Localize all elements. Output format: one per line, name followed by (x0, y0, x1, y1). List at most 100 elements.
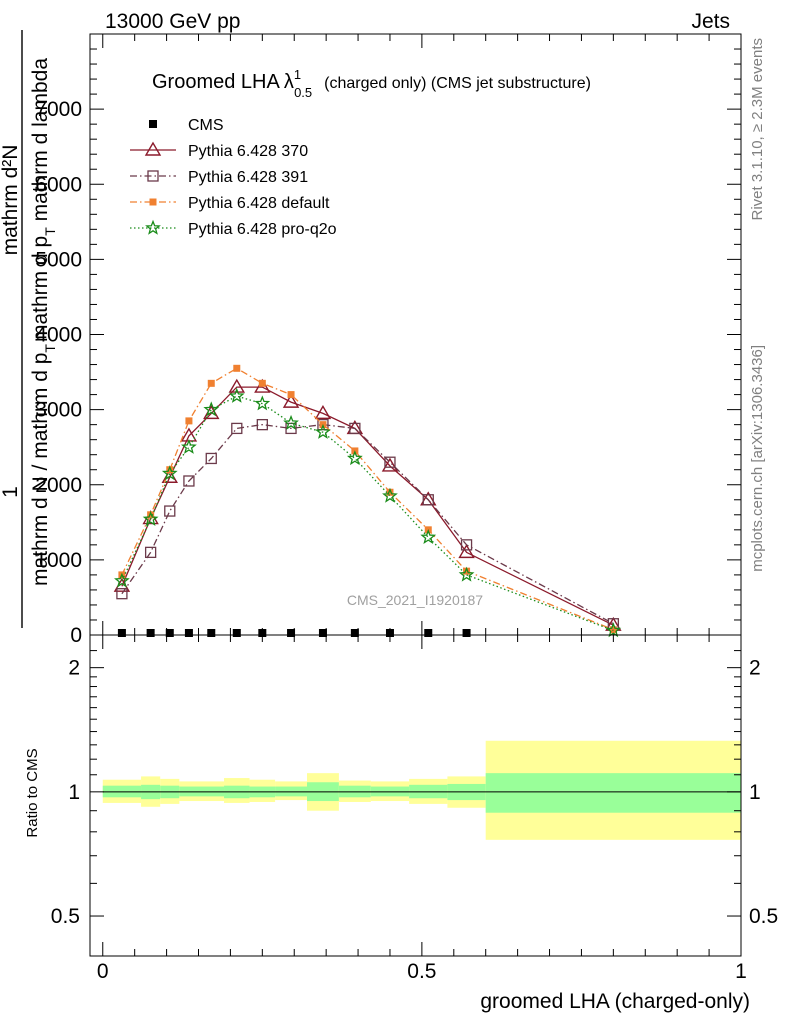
data-point (346, 450, 363, 466)
data-point (317, 418, 329, 431)
ratio-plot-panel: 0.5 0.5 1 1 2 2 0 0.5 1 Ratio to CMS groomed LHA… (24, 634, 778, 1013)
data-point (314, 404, 332, 420)
legend-marker (149, 198, 157, 206)
x-tick-label: 0 (97, 960, 109, 983)
ratio-bands (102, 740, 741, 840)
data-point (462, 629, 471, 637)
y-tick-label: 3000 (35, 399, 82, 422)
series-2 (116, 418, 620, 630)
legend-marker (147, 170, 159, 182)
legend-entry: Pythia 6.428 pro-q2o (130, 219, 337, 238)
legend-marker (145, 219, 161, 235)
ylabel-top: mathrm d²N (0, 145, 22, 256)
x-tick-label: 1 (735, 960, 747, 983)
data-point (165, 629, 174, 637)
data-point (254, 395, 271, 411)
legend-entry: CMS (149, 117, 224, 134)
ratio-y-tick-label-right: 0.5 (749, 905, 778, 928)
data-point (185, 417, 193, 425)
chart-title: Groomed LHA λ1 0.5(charged only) (CMS jet … (152, 67, 591, 100)
data-point (386, 488, 394, 496)
legend-marker (144, 141, 162, 156)
x-axis-label: groomed LHA (charged-only) (480, 990, 750, 1013)
data-point (142, 511, 159, 527)
ylabel-top-line2: mathrm d pT mathrm d lambda (29, 58, 58, 342)
data-point (231, 422, 243, 435)
data-point (420, 529, 437, 545)
data-point (166, 466, 174, 474)
data-point (233, 364, 241, 372)
y-tick-label: 7000 (35, 98, 82, 121)
data-point (205, 452, 217, 465)
legend-label: Pythia 6.428 391 (188, 169, 308, 186)
data-point (609, 626, 617, 634)
ratio-y-tick-label: 1 (68, 781, 80, 804)
data-point (605, 622, 622, 638)
main-series (113, 364, 622, 638)
data-point (207, 629, 216, 637)
data-point (146, 629, 155, 637)
data-point (349, 422, 361, 435)
ratio-y-tick-label-right: 2 (749, 657, 761, 680)
data-point (382, 487, 398, 503)
legend-marker (149, 120, 157, 128)
data-point (207, 379, 215, 387)
data-point (384, 456, 396, 468)
ylabel-num: 1 (0, 486, 22, 498)
data-point (287, 391, 295, 399)
data-point (228, 378, 246, 393)
mcplots-label: mcplots.cern.ch [arXiv:1306.3436] (749, 345, 766, 572)
series-line (121, 367, 614, 631)
data-point (183, 475, 195, 487)
data-point (228, 387, 245, 403)
watermark: CMS_2021_I1920187 (347, 592, 483, 608)
ratio-y-tick-label: 0.5 (51, 905, 80, 928)
main-plot-panel: 0 1000 2000 3000 4000 5000 6000 7000 CMS_2021_I… (35, 33, 742, 647)
ratio-ylabel: Ratio to CMS (24, 748, 41, 837)
data-point (181, 438, 197, 454)
data-point (161, 465, 178, 481)
data-point (318, 629, 327, 637)
y-tick-label: 6000 (35, 173, 82, 196)
legend-label: Pythia 6.428 pro-q2o (188, 221, 337, 238)
y-tick-label: 1000 (35, 549, 82, 572)
header-left: 13000 GeV pp (105, 10, 240, 33)
y-tick-label: 5000 (35, 248, 82, 271)
legend: CMS Pythia 6.428 370 Pythia 6.428 391 Pythi… (130, 117, 337, 238)
data-point (282, 393, 300, 408)
data-point (458, 566, 475, 582)
data-point (258, 629, 267, 637)
y-tick-label: 2000 (35, 474, 82, 497)
ratio-inner-band (485, 773, 741, 813)
main-ylabel: mathrm d²N mathrm d pT mathrm d lambda 1… (0, 30, 58, 628)
ratio-axes: 0.5 0.5 1 1 2 2 0 0.5 1 (51, 635, 778, 983)
rivet-label: Rivet 3.1.10, ≥ 2.3M events (749, 38, 766, 221)
data-point (424, 629, 433, 637)
data-point (147, 511, 155, 519)
data-point (283, 414, 299, 430)
data-point (117, 629, 126, 637)
data-point (232, 629, 241, 637)
data-point (144, 546, 157, 559)
data-point (315, 423, 331, 439)
data-point (422, 494, 434, 506)
data-point (256, 418, 268, 431)
series-line (121, 395, 614, 632)
legend-label: Pythia 6.428 default (188, 195, 330, 212)
data-point (460, 539, 473, 551)
data-point (164, 505, 176, 517)
legend-entry: Pythia 6.428 default (130, 195, 330, 212)
data-point (203, 401, 220, 417)
y-tick-label: 0 (70, 624, 82, 647)
series-0 (117, 629, 471, 637)
main-axes: 0 1000 2000 3000 4000 5000 6000 7000 (35, 34, 742, 647)
y-tick-label: 4000 (35, 324, 82, 347)
data-point (463, 567, 471, 575)
legend-label: Pythia 6.428 370 (188, 143, 308, 160)
data-point (385, 629, 394, 637)
ylabel-bottom: mathrm d N / mathrm d pT (29, 344, 58, 586)
legend-entry: Pythia 6.428 391 (130, 169, 308, 186)
data-point (381, 457, 399, 472)
header-right: Jets (691, 10, 730, 33)
